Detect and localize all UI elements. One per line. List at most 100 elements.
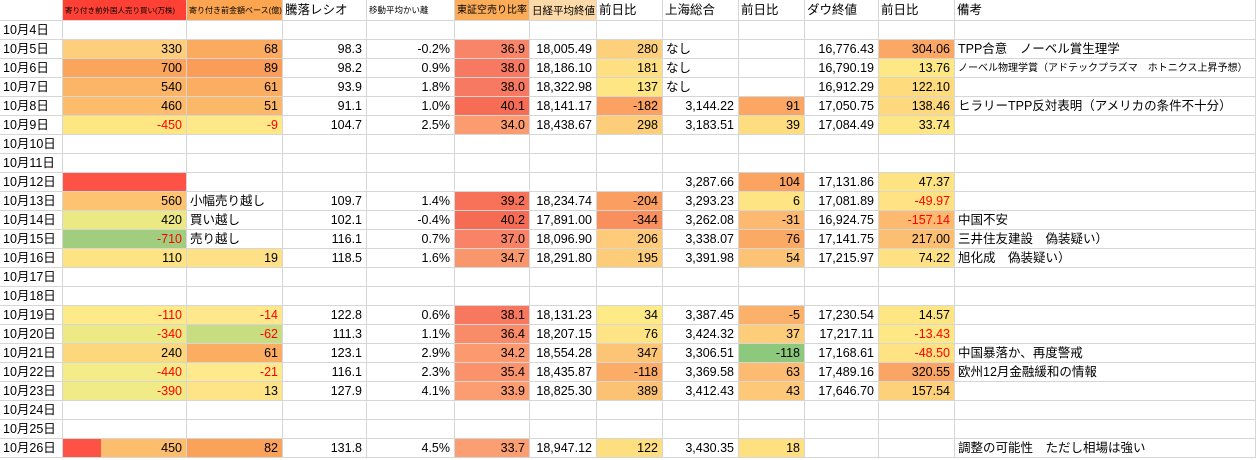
- column-header-foreign-presession-shares[interactable]: 寄り付き前外国人売り買い(万株): [63, 0, 187, 21]
- cell-tse-short-selling-ratio[interactable]: 33.9: [455, 382, 530, 401]
- cell-shanghai-change[interactable]: [739, 59, 805, 78]
- cell-dow-change[interactable]: [879, 154, 955, 173]
- cell-presession-amount-base[interactable]: [187, 173, 283, 192]
- cell-tse-short-selling-ratio[interactable]: 34.0: [455, 116, 530, 135]
- cell-tse-short-selling-ratio[interactable]: 34.2: [455, 344, 530, 363]
- cell-nikkei-close[interactable]: 18,234.74: [530, 192, 597, 211]
- cell-shanghai-change[interactable]: 104: [739, 173, 805, 192]
- cell-dow-change[interactable]: 47.37: [879, 173, 955, 192]
- cell-presession-amount-base[interactable]: [187, 268, 283, 287]
- cell-dow-change[interactable]: 138.46: [879, 97, 955, 116]
- cell-moving-average-deviation[interactable]: [367, 21, 455, 40]
- cell-dow-change[interactable]: [879, 287, 955, 306]
- cell-remarks[interactable]: [955, 116, 1256, 135]
- cell-shanghai-change[interactable]: 18: [739, 439, 805, 458]
- cell-advance-decline-ratio[interactable]: 116.1: [283, 230, 367, 249]
- column-header-presession-amount-base[interactable]: 寄り付き前金額ベース(億): [187, 0, 283, 21]
- cell-foreign-presession-shares[interactable]: [63, 135, 187, 154]
- cell-advance-decline-ratio[interactable]: 91.1: [283, 97, 367, 116]
- cell-nikkei-change[interactable]: [597, 268, 663, 287]
- cell-foreign-presession-shares[interactable]: [63, 420, 187, 439]
- cell-nikkei-close[interactable]: 18,186.10: [530, 59, 597, 78]
- cell-nikkei-close[interactable]: 18,207.15: [530, 325, 597, 344]
- cell-shanghai-change[interactable]: -118: [739, 344, 805, 363]
- cell-remarks[interactable]: [955, 192, 1256, 211]
- cell-dow-close[interactable]: [805, 439, 879, 458]
- cell-foreign-presession-shares[interactable]: -340: [63, 325, 187, 344]
- cell-tse-short-selling-ratio[interactable]: 37.0: [455, 230, 530, 249]
- cell-dow-close[interactable]: 17,489.16: [805, 363, 879, 382]
- cell-moving-average-deviation[interactable]: 0.6%: [367, 306, 455, 325]
- cell-remarks[interactable]: ノーベル物理学賞（アドテックプラズマ ホトニクス上昇予想）: [955, 59, 1256, 78]
- cell-nikkei-change[interactable]: 298: [597, 116, 663, 135]
- cell-dow-change[interactable]: -13.43: [879, 325, 955, 344]
- cell-foreign-presession-shares[interactable]: 110: [63, 249, 187, 268]
- cell-shanghai-change[interactable]: [739, 21, 805, 40]
- cell-tse-short-selling-ratio[interactable]: [455, 420, 530, 439]
- cell-presession-amount-base[interactable]: -62: [187, 325, 283, 344]
- cell-dow-change[interactable]: 320.55: [879, 363, 955, 382]
- cell-tse-short-selling-ratio[interactable]: [455, 154, 530, 173]
- cell-shanghai-composite[interactable]: 3,293.23: [663, 192, 739, 211]
- cell-moving-average-deviation[interactable]: [367, 135, 455, 154]
- cell-dow-close[interactable]: [805, 287, 879, 306]
- cell-nikkei-change[interactable]: -204: [597, 192, 663, 211]
- cell-advance-decline-ratio[interactable]: 93.9: [283, 78, 367, 97]
- cell-foreign-presession-shares[interactable]: [63, 401, 187, 420]
- cell-foreign-presession-shares[interactable]: 420: [63, 211, 187, 230]
- cell-advance-decline-ratio[interactable]: 123.1: [283, 344, 367, 363]
- cell-dow-close[interactable]: 17,215.97: [805, 249, 879, 268]
- cell-dow-change[interactable]: [879, 135, 955, 154]
- column-header-tse-short-selling-ratio[interactable]: 東証空売り比率: [455, 0, 530, 21]
- cell-shanghai-composite[interactable]: [663, 268, 739, 287]
- cell-dow-change[interactable]: 13.76: [879, 59, 955, 78]
- cell-remarks[interactable]: [955, 268, 1256, 287]
- cell-remarks[interactable]: [955, 420, 1256, 439]
- cell-foreign-presession-shares[interactable]: -390: [63, 382, 187, 401]
- cell-moving-average-deviation[interactable]: 0.7%: [367, 230, 455, 249]
- cell-tse-short-selling-ratio[interactable]: 36.4: [455, 325, 530, 344]
- cell-shanghai-composite[interactable]: なし: [663, 40, 739, 59]
- cell-nikkei-close[interactable]: 18,141.17: [530, 97, 597, 116]
- cell-nikkei-close[interactable]: [530, 154, 597, 173]
- cell-dow-change[interactable]: 122.10: [879, 78, 955, 97]
- cell-dow-close[interactable]: 17,084.49: [805, 116, 879, 135]
- cell-date[interactable]: 10月24日: [0, 401, 63, 420]
- cell-date[interactable]: 10月10日: [0, 135, 63, 154]
- cell-nikkei-close[interactable]: [530, 21, 597, 40]
- cell-shanghai-composite[interactable]: 3,262.08: [663, 211, 739, 230]
- cell-foreign-presession-shares[interactable]: 700: [63, 59, 187, 78]
- cell-shanghai-composite[interactable]: [663, 135, 739, 154]
- cell-foreign-presession-shares[interactable]: -110: [63, 306, 187, 325]
- cell-foreign-presession-shares[interactable]: -450: [63, 116, 187, 135]
- cell-advance-decline-ratio[interactable]: [283, 420, 367, 439]
- cell-dow-close[interactable]: 17,230.54: [805, 306, 879, 325]
- cell-foreign-presession-shares[interactable]: -440: [63, 363, 187, 382]
- cell-foreign-presession-shares[interactable]: [63, 21, 187, 40]
- cell-remarks[interactable]: [955, 78, 1256, 97]
- cell-remarks[interactable]: 欧州12月金融緩和の情報: [955, 363, 1256, 382]
- cell-shanghai-change[interactable]: 63: [739, 363, 805, 382]
- cell-presession-amount-base[interactable]: 61: [187, 344, 283, 363]
- cell-advance-decline-ratio[interactable]: 111.3: [283, 325, 367, 344]
- column-header-shanghai-change[interactable]: 前日比: [739, 0, 805, 21]
- cell-shanghai-change[interactable]: 43: [739, 382, 805, 401]
- cell-foreign-presession-shares[interactable]: [63, 287, 187, 306]
- cell-nikkei-change[interactable]: [597, 154, 663, 173]
- cell-shanghai-composite[interactable]: [663, 287, 739, 306]
- cell-presession-amount-base[interactable]: 13: [187, 382, 283, 401]
- cell-tse-short-selling-ratio[interactable]: [455, 401, 530, 420]
- cell-nikkei-close[interactable]: [530, 135, 597, 154]
- cell-presession-amount-base[interactable]: 小幅売り越し: [187, 192, 283, 211]
- cell-tse-short-selling-ratio[interactable]: [455, 173, 530, 192]
- cell-advance-decline-ratio[interactable]: 118.5: [283, 249, 367, 268]
- cell-remarks[interactable]: 三井住友建設 偽装疑い）: [955, 230, 1256, 249]
- cell-dow-close[interactable]: [805, 268, 879, 287]
- column-header-nikkei-change[interactable]: 前日比: [597, 0, 663, 21]
- cell-dow-change[interactable]: 304.06: [879, 40, 955, 59]
- cell-dow-close[interactable]: 17,646.70: [805, 382, 879, 401]
- cell-shanghai-composite[interactable]: [663, 21, 739, 40]
- cell-remarks[interactable]: [955, 154, 1256, 173]
- cell-advance-decline-ratio[interactable]: [283, 173, 367, 192]
- cell-shanghai-change[interactable]: [739, 135, 805, 154]
